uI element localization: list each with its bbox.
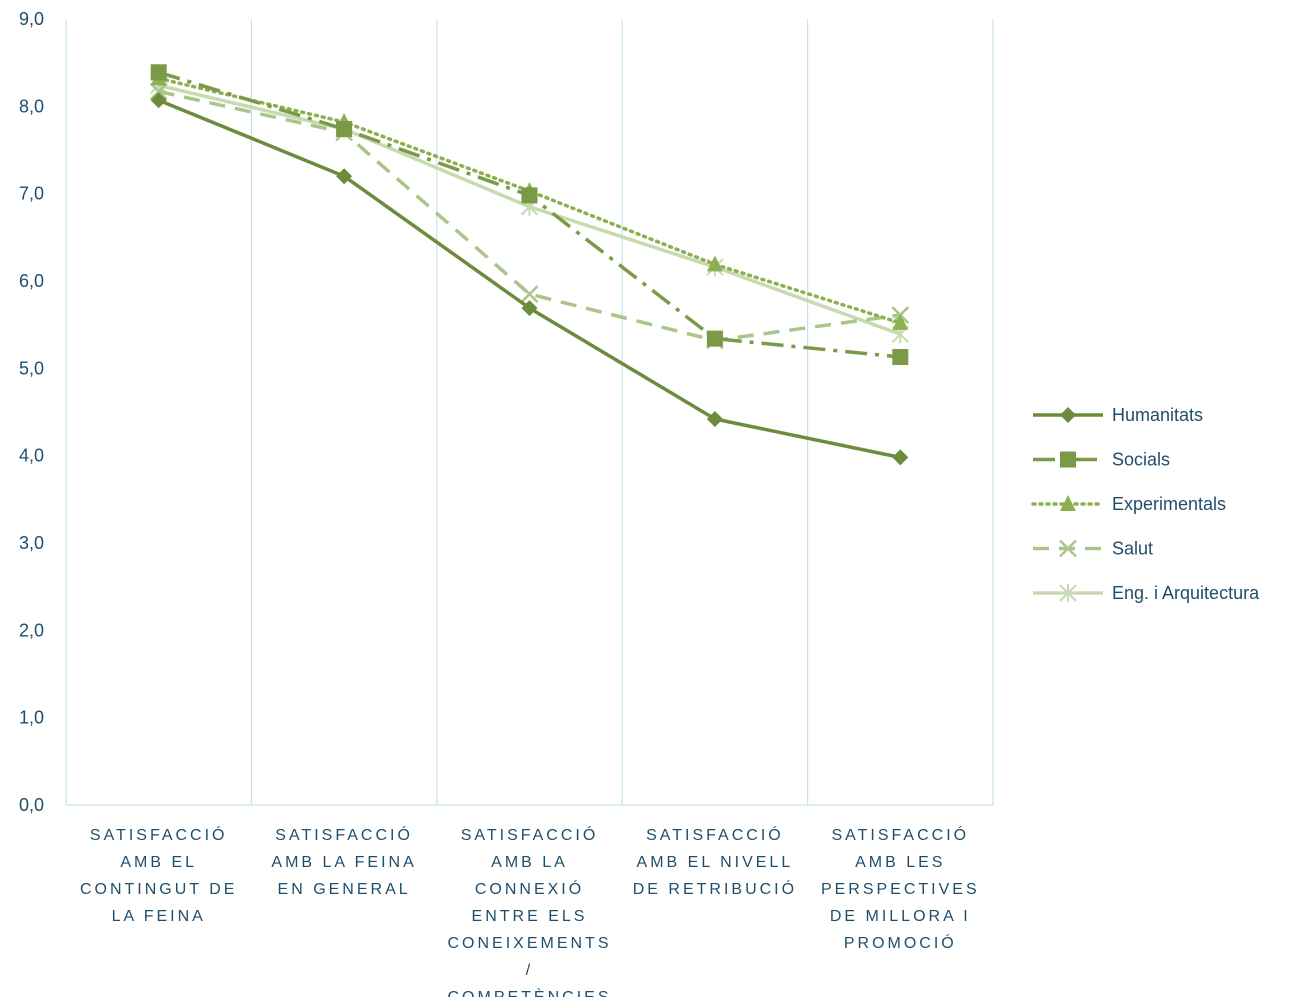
x-tick-label-line: SATISFACCIÓ <box>831 825 969 844</box>
x-tick-label-line: CONEIXEMENTS <box>447 935 611 952</box>
legend-marker <box>1060 495 1076 511</box>
y-tick-label: 4,0 <box>19 446 44 466</box>
data-point <box>892 449 909 466</box>
x-category-label: SATISFACCIÓ AMB EL NIVELL DE RETRIBUCIÓ <box>633 825 797 898</box>
series-humanitats <box>150 92 909 466</box>
y-tick-label: 7,0 <box>19 184 44 204</box>
x-category-label: SATISFACCIÓ AMB LA CONNEXIÓ ENTRE ELS CONEIX… <box>447 825 611 1002</box>
legend-label: Eng. i Arquitectura <box>1112 583 1260 603</box>
x-tick-label-line: AMB LA <box>491 854 568 871</box>
series-socials <box>150 64 909 365</box>
legend-label: Humanitats <box>1112 405 1203 425</box>
x-tick-label-line: CONTINGUT DE <box>80 881 237 898</box>
data-point <box>892 313 909 330</box>
y-tick-label: 8,0 <box>19 96 44 116</box>
data-point <box>150 64 167 81</box>
series-line <box>158 89 901 343</box>
y-tick-label: 0,0 <box>19 795 44 815</box>
y-axis: 0,0 1,0 2,0 3,0 4,0 5,0 6,0 7,0 8,0 9,0 <box>19 9 44 815</box>
x-tick-label-line: SATISFACCIÓ <box>275 825 413 844</box>
x-marker-stroke <box>149 82 168 101</box>
legend-item: Socials <box>1033 450 1170 470</box>
data-point <box>150 92 167 109</box>
legend-label: Salut <box>1112 539 1153 559</box>
y-tick-label: 1,0 <box>19 708 44 728</box>
grid-layer <box>65 19 994 806</box>
legend-item: Salut <box>1033 539 1153 559</box>
y-tick-label: 9,0 <box>19 9 44 29</box>
x-tick-label-line: LA FEINA <box>112 908 206 925</box>
x-tick-label-line: AMB EL NIVELL <box>637 854 794 871</box>
data-point <box>706 255 723 272</box>
y-tick-label: 6,0 <box>19 271 44 291</box>
x-tick-label-line: EN GENERAL <box>278 881 411 898</box>
data-point <box>336 168 353 185</box>
x-tick-label-line: SATISFACCIÓ <box>461 825 599 844</box>
x-tick-label-line: PROMOCIÓ <box>844 933 957 952</box>
series-line <box>158 98 901 460</box>
legend-item: Humanitats <box>1033 405 1203 425</box>
data-point <box>149 82 168 101</box>
x-marker-stroke <box>520 285 539 303</box>
x-tick-label-line: DE RETRIBUCIÓ <box>633 879 797 898</box>
legend-label: Socials <box>1112 450 1170 470</box>
x-category-label: SATISFACCIÓ AMB EL CONTINGUT DE LA FEINA <box>80 825 237 925</box>
data-point <box>336 121 353 138</box>
x-category-label: SATISFACCIÓ AMB LES PERSPECTIVES DE MILLORA… <box>821 825 980 952</box>
y-tick-label: 2,0 <box>19 620 44 640</box>
y-tick-label: 3,0 <box>19 533 44 553</box>
x-tick-label-line: AMB EL <box>120 854 197 871</box>
legend-marker <box>1059 584 1077 602</box>
x-tick-label-line: PERSPECTIVES <box>821 881 980 898</box>
legend-label: Experimentals <box>1112 494 1226 514</box>
legend-item: Experimentals <box>1031 494 1226 514</box>
x-category-label: SATISFACCIÓ AMB LA FEINA EN GENERAL <box>271 825 416 898</box>
data-point <box>706 410 723 427</box>
legend-marker <box>1060 407 1076 423</box>
x-tick-label-line: AMB LES <box>855 854 945 871</box>
legend-item: Eng. i Arquitectura <box>1033 583 1260 603</box>
legend-marker <box>1059 539 1077 558</box>
legend-marker <box>1060 451 1076 468</box>
series-layer <box>149 64 910 466</box>
x-tick-label-line: CONNEXIÓ <box>475 879 584 898</box>
x-tick-label-line: ENTRE ELS <box>472 908 588 925</box>
data-point <box>892 348 909 365</box>
x-tick-label-line: AMB LA FEINA <box>271 854 416 871</box>
x-tick-label-line: COMPETÈNCIES <box>447 987 611 997</box>
y-tick-label: 5,0 <box>19 358 44 378</box>
data-point <box>521 187 538 204</box>
data-point <box>706 330 723 347</box>
data-point <box>521 300 538 317</box>
x-tick-label-line: DE MILLORA I <box>830 908 971 925</box>
x-tick-label-line: SATISFACCIÓ <box>90 825 228 844</box>
legend: Humanitats Socials Experimentals Salut Eng. … <box>1031 405 1260 603</box>
data-point <box>520 285 539 303</box>
x-tick-label-line: SATISFACCIÓ <box>646 825 784 844</box>
x-tick-label-line: / <box>526 962 533 979</box>
x-marker-stroke <box>1059 539 1077 558</box>
